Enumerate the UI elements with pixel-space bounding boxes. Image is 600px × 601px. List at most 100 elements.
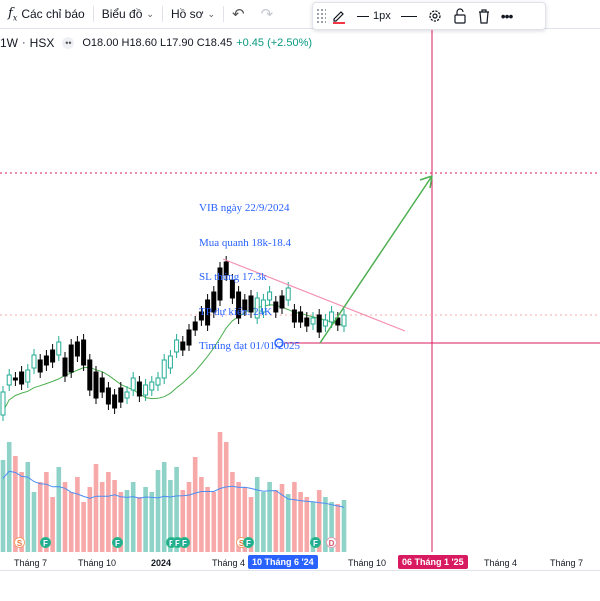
redo-button[interactable]: ↷ bbox=[253, 0, 282, 28]
volume-bar bbox=[248, 497, 254, 552]
candle-body bbox=[310, 317, 316, 325]
separator bbox=[92, 6, 94, 22]
candle-body bbox=[298, 311, 304, 323]
more-button[interactable]: ••• bbox=[496, 4, 518, 28]
volume-bar bbox=[155, 470, 161, 552]
candle-body bbox=[223, 261, 229, 276]
candle-body bbox=[236, 291, 242, 319]
profile-label: Hồ sơ bbox=[170, 7, 204, 21]
chart-type-button[interactable]: Biểu đồ ⌄ bbox=[94, 0, 162, 28]
candle-body bbox=[0, 391, 6, 416]
candle-body bbox=[267, 291, 273, 301]
line-color-button[interactable] bbox=[326, 4, 352, 28]
financials-event-marker[interactable]: F bbox=[40, 537, 51, 548]
interval-label: 1W bbox=[0, 36, 18, 50]
candle-body bbox=[174, 339, 180, 353]
time-tick-label: Tháng 4 bbox=[484, 558, 518, 568]
volume-bar bbox=[205, 487, 210, 552]
candle-body bbox=[105, 387, 111, 405]
volume-bar bbox=[87, 487, 93, 552]
volume-bar bbox=[223, 442, 229, 552]
legend-toggle-icon[interactable]: •• bbox=[62, 37, 75, 49]
candle-body bbox=[118, 387, 124, 403]
time-tick-label: Tháng 4 bbox=[212, 558, 246, 568]
legend-separator: · bbox=[22, 37, 26, 49]
candle-body bbox=[31, 354, 37, 369]
candle-body bbox=[149, 381, 155, 391]
candle-body bbox=[316, 314, 322, 333]
gear-icon bbox=[429, 10, 441, 22]
financials-event-marker[interactable]: F bbox=[112, 537, 123, 548]
candle-body bbox=[143, 384, 149, 396]
volume-bar bbox=[298, 492, 303, 552]
separator bbox=[223, 6, 225, 22]
volume-bar bbox=[192, 457, 198, 552]
resistance-trendline bbox=[222, 258, 406, 332]
price-chart[interactable] bbox=[0, 0, 600, 552]
candle-body bbox=[291, 309, 297, 323]
delete-button[interactable] bbox=[472, 4, 496, 28]
volume-bar bbox=[168, 480, 173, 552]
volume-bar bbox=[56, 467, 62, 552]
volume-bar bbox=[236, 482, 241, 552]
function-icon: fx bbox=[8, 5, 18, 23]
volume-bar bbox=[19, 472, 24, 552]
drag-handle-icon[interactable] bbox=[316, 8, 326, 24]
candle-body bbox=[161, 359, 167, 379]
trade-note[interactable]: VIB ngày 22/9/2024 Mua quanh 18k-18.4 SL… bbox=[199, 180, 300, 364]
candle-body bbox=[43, 355, 49, 366]
volume-bar bbox=[186, 482, 192, 552]
arrow-head-icon bbox=[419, 175, 433, 189]
undo-button[interactable]: ↶ bbox=[224, 0, 253, 28]
symbol-legend: 1W · HSX •• O18.00 H18.60 L17.90 C18.45 … bbox=[0, 36, 312, 50]
financials-event-marker[interactable]: F bbox=[243, 537, 254, 548]
dividend-event-marker[interactable]: D bbox=[326, 537, 337, 548]
indicators-button[interactable]: fx Các chỉ báo bbox=[0, 0, 93, 28]
candle-body bbox=[285, 287, 291, 301]
line-style-button[interactable] bbox=[396, 4, 422, 28]
time-tick-label: 2024 bbox=[151, 558, 172, 568]
note-line: SL thủng 17.3k bbox=[199, 271, 267, 283]
line-anchor-handle bbox=[274, 338, 284, 348]
financials-event-marker[interactable]: F bbox=[179, 537, 190, 548]
volume-bar bbox=[13, 456, 18, 552]
volume-bar bbox=[267, 482, 272, 552]
volume-bar bbox=[217, 432, 223, 552]
time-axis[interactable]: Tháng 7 Tháng 10 2024 Tháng 4 10 Tháng 6… bbox=[0, 552, 600, 570]
volume-bar bbox=[75, 477, 80, 552]
volume-bar bbox=[304, 497, 310, 552]
volume-bar bbox=[335, 504, 341, 552]
volume-bar bbox=[292, 482, 297, 552]
lock-button[interactable] bbox=[448, 4, 472, 28]
candle-body bbox=[279, 295, 285, 309]
line-width-button[interactable]: 1px bbox=[352, 4, 396, 28]
indicators-label: Các chỉ báo bbox=[21, 7, 85, 21]
volume-bar bbox=[261, 492, 266, 552]
trash-icon bbox=[478, 9, 489, 24]
candle-body bbox=[273, 301, 279, 313]
candle-body bbox=[167, 355, 173, 369]
volume-bar bbox=[37, 482, 43, 552]
chart-type-label: Biểu đồ bbox=[101, 7, 143, 21]
bottom-panel bbox=[0, 570, 600, 601]
candle-body bbox=[62, 357, 68, 377]
volume-bar bbox=[50, 497, 55, 552]
moving-average-line bbox=[2, 304, 345, 412]
note-line: TP dự kiến: 24K bbox=[199, 305, 273, 318]
volume-bar bbox=[230, 472, 235, 552]
candle-body bbox=[136, 381, 142, 397]
volume-bar bbox=[106, 472, 111, 552]
split-event-marker[interactable]: S bbox=[14, 537, 25, 548]
candle-body bbox=[56, 341, 62, 356]
candle-body bbox=[50, 349, 56, 363]
line-width-label: 1px bbox=[373, 10, 391, 22]
candle-body bbox=[6, 374, 12, 386]
financials-event-marker[interactable]: F bbox=[310, 537, 321, 548]
volume-bar bbox=[180, 490, 186, 552]
volume-bar bbox=[242, 487, 248, 552]
volume-bar bbox=[93, 464, 99, 552]
volume-bar bbox=[329, 502, 334, 552]
settings-button[interactable] bbox=[422, 4, 448, 28]
profile-button[interactable]: Hồ sơ ⌄ bbox=[163, 0, 223, 28]
volume-bar bbox=[6, 442, 12, 552]
